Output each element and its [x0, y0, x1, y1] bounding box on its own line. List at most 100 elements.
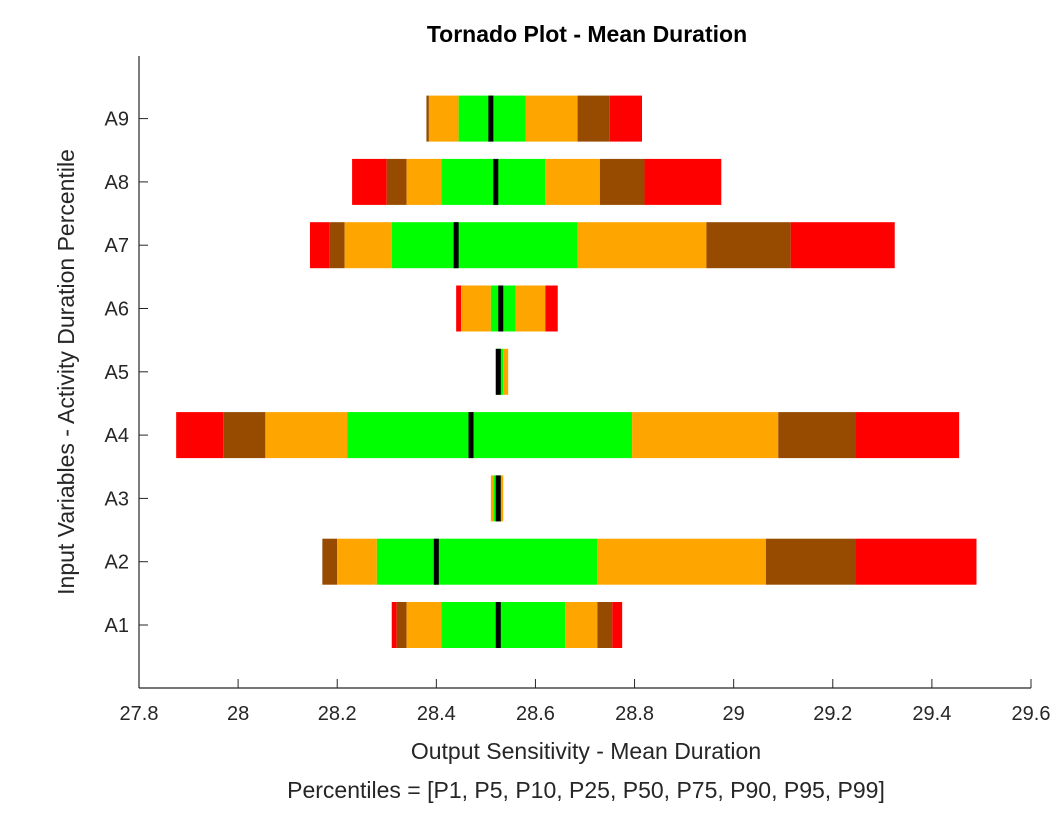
median-marker-a1: [495, 602, 501, 648]
segment-a1-p1-p5: [391, 602, 397, 648]
plot-area: [138, 56, 1032, 689]
x-tick-label: 29.2: [813, 703, 852, 725]
x-tick-label: 29: [723, 703, 745, 725]
segment-a8-p10-p25: [406, 158, 442, 205]
segment-a9-p95-p99: [609, 95, 642, 142]
segment-a6-p1-p5: [456, 285, 462, 332]
y-tick-labels: A1 A2 A3 A4 A5 A6 A7 A8 A9: [105, 109, 129, 637]
segment-a2-p50-p75: [436, 538, 598, 585]
segment-a9-p5-p10: [426, 95, 429, 142]
segment-a8-p90-p95: [599, 158, 645, 205]
chart-title: Tornado Plot - Mean Duration: [427, 21, 747, 47]
segment-a4-p90-p95: [778, 412, 856, 459]
y-tick-a2: A2: [105, 552, 129, 574]
segment-a7-p90-p95: [706, 222, 791, 269]
x-tick-label: 29.6: [1012, 703, 1051, 725]
segment-a7-p75-p90: [577, 222, 707, 269]
median-marker-a5: [495, 348, 501, 395]
x-tick-label: 28.4: [417, 703, 456, 725]
segment-a9-p25-p50: [458, 95, 491, 142]
segment-a6-p50-p75: [500, 285, 516, 332]
segment-a1-p10-p25: [406, 602, 442, 648]
segment-a4-p1-p5: [176, 412, 224, 459]
x-tick-label: 28.8: [615, 703, 654, 725]
segment-a8-p50-p75: [495, 158, 546, 205]
median-marker-a6: [498, 285, 504, 332]
segment-a4-p5-p10: [223, 412, 266, 459]
segment-a8-p25-p50: [441, 158, 496, 205]
segment-a7-p50-p75: [456, 222, 578, 269]
bar-a3: [490, 475, 504, 522]
segment-a2-p5-p10: [322, 538, 338, 585]
bar-a2: [322, 538, 977, 585]
segment-a6-p75-p90: [515, 285, 546, 332]
segment-a8-p1-p5: [352, 158, 387, 205]
y-axis-label: Input Variables - Activity Duration Perc…: [53, 149, 79, 595]
bar-a6: [456, 285, 558, 332]
bar-a1: [391, 602, 623, 648]
segment-a9-p50-p75: [490, 95, 526, 142]
median-marker-a2: [433, 538, 439, 585]
segment-a7-p25-p50: [391, 222, 457, 269]
segment-a2-p25-p50: [376, 538, 437, 585]
y-tick-a6: A6: [105, 299, 129, 321]
x-tick-label: 29.4: [912, 703, 951, 725]
x-tick-label: 27.8: [120, 703, 159, 725]
segment-a7-p10-p25: [344, 222, 392, 269]
segment-a2-p90-p95: [765, 538, 856, 585]
median-marker-a3: [495, 475, 501, 522]
segment-a4-p10-p25: [265, 412, 348, 459]
segment-a1-p90-p95: [597, 602, 613, 648]
y-tick-a5: A5: [105, 362, 129, 384]
bar-a4: [176, 412, 960, 459]
y-tick-a1: A1: [105, 615, 129, 637]
segment-a9-p10-p25: [428, 95, 459, 142]
x-tick-label: 28.6: [516, 703, 555, 725]
segment-a8-p75-p90: [545, 158, 600, 205]
x-axis-label: Output Sensitivity - Mean Duration: [411, 738, 761, 764]
segment-a7-p5-p10: [329, 222, 345, 269]
segment-a1-p25-p50: [441, 602, 499, 648]
segment-a1-p95-p99: [612, 602, 623, 648]
segment-a7-p95-p99: [790, 222, 895, 269]
segment-a6-p95-p99: [545, 285, 558, 332]
median-marker-a4: [468, 412, 474, 459]
segment-a1-p50-p75: [498, 602, 566, 648]
segment-a9-p75-p90: [525, 95, 578, 142]
segment-a2-p95-p99: [855, 538, 977, 585]
segment-a4-p50-p75: [471, 412, 633, 459]
y-tick-a4: A4: [105, 425, 129, 447]
y-tick-a9: A9: [105, 109, 129, 131]
median-marker-a8: [493, 158, 499, 205]
segment-a2-p75-p90: [597, 538, 766, 585]
segment-a8-p95-p99: [644, 158, 722, 205]
percentiles-note: Percentiles = [P1, P5, P10, P25, P50, P7…: [287, 777, 885, 803]
segment-a5-p75-p90: [503, 348, 509, 395]
x-tick-label: 28: [227, 703, 249, 725]
bar-a7: [309, 222, 895, 269]
bar-a5: [495, 348, 509, 395]
median-marker-a7: [453, 222, 459, 269]
y-tick-a7: A7: [105, 235, 129, 257]
median-marker-a9: [488, 95, 494, 142]
segment-a9-p90-p95: [577, 95, 610, 142]
y-tick-a3: A3: [105, 488, 129, 510]
bar-a9: [426, 95, 642, 142]
segment-a6-p25-p50: [490, 285, 501, 332]
x-tick-labels: 27.8 28 28.2 28.4 28.6 28.8 29 29.2 29.4 29.6: [120, 703, 1051, 725]
x-tick-label: 28.2: [318, 703, 357, 725]
segment-a3-p10-p25: [490, 475, 494, 522]
segment-a4-p75-p90: [632, 412, 779, 459]
segment-a1-p5-p10: [396, 602, 407, 648]
segment-a6-p10-p25: [461, 285, 491, 332]
segment-a3-p75-p90: [500, 475, 504, 522]
segment-a2-p10-p25: [337, 538, 377, 585]
y-tick-a8: A8: [105, 172, 129, 194]
bar-a8: [352, 158, 722, 205]
segment-a4-p95-p99: [855, 412, 960, 459]
segment-a7-p1-p5: [309, 222, 330, 269]
segment-a8-p5-p10: [386, 158, 407, 205]
segment-a4-p25-p50: [347, 412, 472, 459]
segment-a1-p75-p90: [565, 602, 598, 648]
